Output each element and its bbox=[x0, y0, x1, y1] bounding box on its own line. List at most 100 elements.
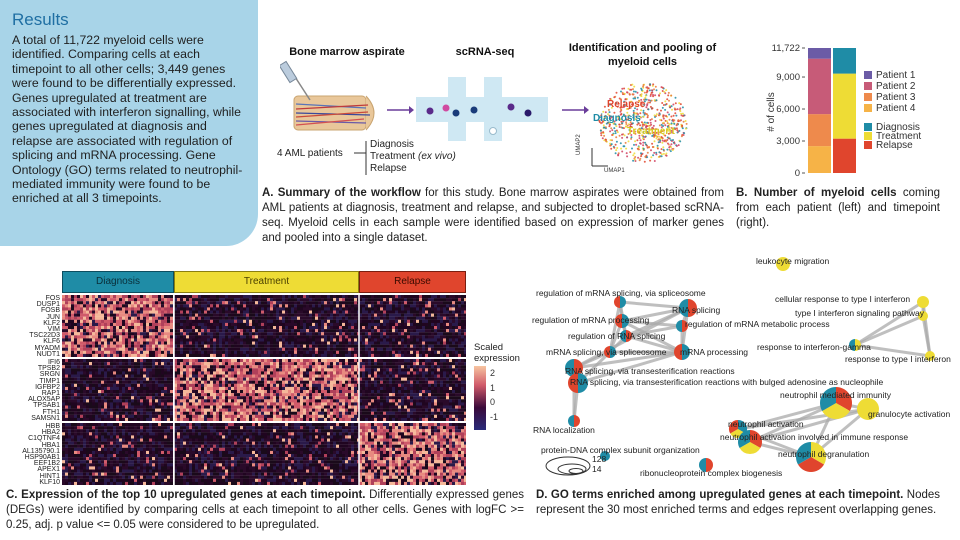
umap-point bbox=[650, 118, 653, 121]
heatmap-cell bbox=[83, 408, 86, 412]
umap-point bbox=[642, 111, 645, 114]
heatmap-cell bbox=[243, 319, 246, 323]
heatmap-cell bbox=[255, 338, 258, 342]
heatmap-cell bbox=[312, 347, 315, 351]
heatmap-cell bbox=[164, 396, 167, 400]
heatmap-cell bbox=[131, 368, 134, 372]
heatmap-cell bbox=[354, 362, 357, 366]
heatmap-cell bbox=[321, 368, 324, 372]
heatmap-cell bbox=[336, 319, 339, 323]
heatmap-cell bbox=[164, 326, 167, 330]
heatmap-cell bbox=[368, 341, 371, 345]
heatmap-cell bbox=[143, 405, 146, 409]
heatmap-cell bbox=[119, 383, 122, 387]
heatmap-cell bbox=[149, 313, 152, 317]
umap-point bbox=[619, 118, 622, 121]
heatmap-cell bbox=[228, 380, 231, 384]
heatmap-cell bbox=[146, 298, 149, 302]
heatmap-cell bbox=[294, 393, 297, 397]
heatmap-cell bbox=[392, 313, 395, 317]
heatmap-cell bbox=[261, 295, 264, 299]
heatmap-cell bbox=[110, 350, 113, 354]
heatmap-cell bbox=[140, 386, 143, 391]
heatmap-cell bbox=[183, 313, 186, 317]
heatmap-cell bbox=[80, 371, 83, 375]
heatmap-cell bbox=[164, 414, 167, 418]
umap-point bbox=[679, 110, 682, 113]
heatmap-cell bbox=[368, 310, 371, 314]
heatmap-cell bbox=[192, 295, 195, 299]
heatmap-cell bbox=[315, 350, 318, 354]
heatmap-cell bbox=[149, 399, 152, 403]
umap-point bbox=[643, 160, 646, 163]
heatmap-cell bbox=[398, 313, 401, 317]
heatmap-cell bbox=[122, 359, 125, 363]
heatmap-cell bbox=[392, 310, 395, 314]
heatmap-cell bbox=[270, 399, 273, 403]
heatmap-cell bbox=[315, 374, 318, 378]
heatmap-cell bbox=[122, 408, 125, 412]
heatmap-cell bbox=[210, 399, 213, 403]
umap-point bbox=[607, 113, 610, 116]
umap-point bbox=[615, 140, 618, 143]
heatmap-cell bbox=[321, 307, 324, 311]
heatmap-cell bbox=[146, 359, 149, 363]
heatmap-cell bbox=[243, 353, 246, 358]
heatmap-cell bbox=[425, 338, 428, 342]
heatmap-cell bbox=[113, 405, 116, 409]
heatmap-cell bbox=[246, 329, 249, 333]
heatmap-cell bbox=[161, 362, 164, 366]
heatmap-cell bbox=[315, 310, 318, 314]
heatmap-cell bbox=[164, 393, 167, 397]
heatmap-cell bbox=[104, 319, 107, 323]
heatmap-cell bbox=[101, 368, 104, 372]
heatmap-cell bbox=[140, 332, 143, 336]
heatmap-cell bbox=[276, 347, 279, 351]
heatmap-cell bbox=[146, 329, 149, 333]
heatmap-cell bbox=[231, 322, 234, 327]
heatmap-cell bbox=[351, 353, 354, 358]
heatmap-cell bbox=[107, 344, 110, 348]
heatmap-cell bbox=[104, 350, 107, 354]
heatmap-cell bbox=[89, 383, 92, 387]
heatmap-cell bbox=[276, 307, 279, 311]
heatmap-cell bbox=[116, 347, 119, 351]
heatmap-cell bbox=[333, 304, 336, 308]
heatmap-cell bbox=[389, 344, 392, 348]
heatmap-cell bbox=[131, 329, 134, 333]
heatmap-cell bbox=[213, 322, 216, 327]
heatmap-cell bbox=[273, 347, 276, 351]
heatmap-cell bbox=[255, 301, 258, 305]
heatmap-cell bbox=[122, 414, 125, 418]
heatmap-cell bbox=[452, 332, 455, 336]
heatmap-cell bbox=[237, 319, 240, 323]
heatmap-cell bbox=[288, 338, 291, 342]
heatmap-cell bbox=[345, 374, 348, 378]
heatmap-cell bbox=[243, 335, 246, 339]
heatmap-cell bbox=[398, 298, 401, 302]
heatmap-cell bbox=[110, 396, 113, 400]
heatmap-cell bbox=[240, 374, 243, 378]
heatmap-cell bbox=[249, 319, 252, 323]
heatmap-cell bbox=[71, 295, 74, 299]
heatmap-cell bbox=[359, 313, 362, 317]
heatmap-cell bbox=[258, 374, 261, 378]
heatmap-cell bbox=[186, 368, 189, 372]
heatmap-cell bbox=[152, 417, 155, 422]
heatmap-cell bbox=[68, 380, 71, 384]
heatmap-cell bbox=[80, 332, 83, 336]
heatmap-cell bbox=[383, 307, 386, 311]
heatmap-cell bbox=[255, 374, 258, 378]
heatmap-cell bbox=[386, 319, 389, 323]
heatmap-cell bbox=[422, 341, 425, 345]
heatmap-cell bbox=[213, 383, 216, 387]
heatmap-cell bbox=[170, 344, 173, 348]
umap-point bbox=[599, 116, 601, 119]
heatmap-cell bbox=[458, 353, 461, 358]
heatmap-cell bbox=[149, 350, 152, 354]
heatmap-cell bbox=[255, 368, 258, 372]
heatmap-cell bbox=[104, 380, 107, 384]
heatmap-cell bbox=[149, 359, 152, 363]
heatmap-cell bbox=[204, 396, 207, 400]
umap-point bbox=[655, 89, 658, 92]
